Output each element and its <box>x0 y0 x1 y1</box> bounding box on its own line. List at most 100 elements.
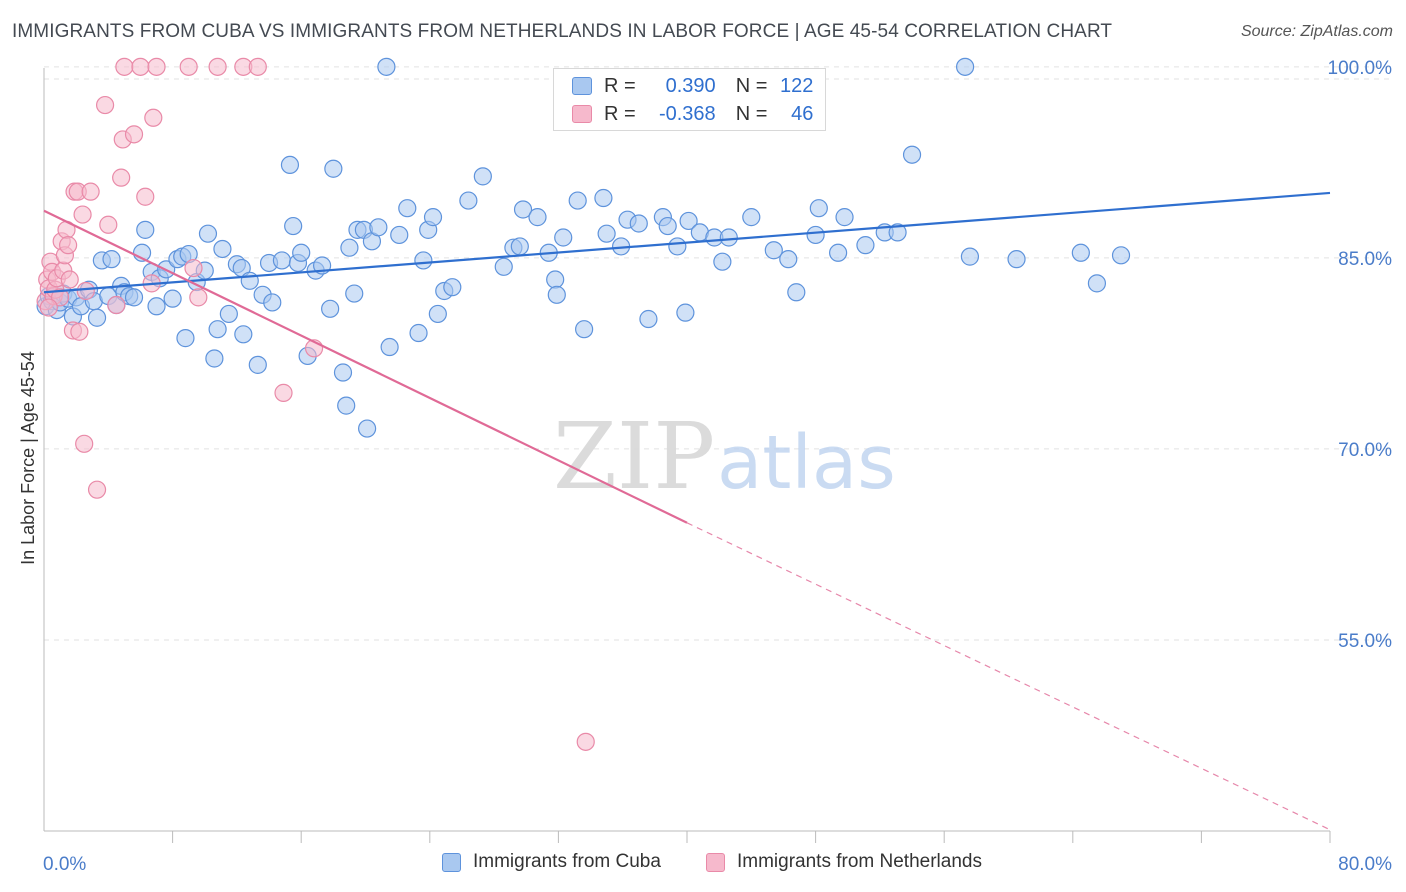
netherlands-point <box>136 187 155 206</box>
netherlands-swatch <box>572 105 592 123</box>
cuba-point <box>888 223 907 242</box>
cuba-point <box>809 199 828 218</box>
cuba-point <box>213 239 232 259</box>
netherlands-point <box>274 383 293 402</box>
cuba-points <box>36 57 1131 438</box>
netherlands-point <box>60 270 79 289</box>
cuba-point <box>594 188 613 208</box>
cuba-point <box>575 320 594 339</box>
cuba-point <box>124 288 144 307</box>
bottom-legend-netherlands-label: Immigrants from Netherlands <box>737 851 982 872</box>
netherlands-point <box>189 288 208 307</box>
cuba-point <box>234 325 253 344</box>
legend-n-label: N = <box>735 74 768 97</box>
netherlands-point <box>76 281 95 301</box>
netherlands-point <box>112 168 131 187</box>
cuba-point <box>324 159 343 178</box>
cuba-point <box>423 208 443 227</box>
cuba-point <box>219 304 238 324</box>
netherlands-point <box>144 108 163 127</box>
netherlands-point <box>131 57 150 76</box>
cuba-point <box>955 57 975 76</box>
y-tick-label: 100.0% <box>1328 58 1393 79</box>
cuba-point <box>554 228 573 247</box>
x-tick-label-max: 80.0% <box>1338 854 1392 875</box>
cuba-point <box>764 241 783 260</box>
cuba-point <box>513 200 533 219</box>
legend-r-label: R = <box>604 102 636 125</box>
bottom-legend-cuba: Immigrants from Cuba <box>442 851 661 873</box>
cuba-point <box>629 214 648 233</box>
cuba-point <box>136 220 155 239</box>
cuba-point <box>358 419 377 438</box>
cuba-point <box>719 228 738 247</box>
netherlands-trend-extension <box>686 522 1331 831</box>
trend-lines <box>43 191 1331 831</box>
cuba-point <box>321 299 340 318</box>
cuba-point <box>473 167 492 186</box>
cuba-point <box>369 218 388 237</box>
netherlands-point <box>87 480 107 499</box>
cuba-point <box>176 329 195 348</box>
y-tick-label: 70.0% <box>1338 440 1392 461</box>
y-tick-labels: 55.0% 70.0% 85.0% 100.0% <box>1328 58 1393 652</box>
cuba-point <box>713 252 732 271</box>
legend-n-label: N = <box>735 102 768 125</box>
netherlands-point <box>248 57 267 76</box>
cuba-trend-line <box>43 191 1331 294</box>
cuba-point <box>779 250 798 269</box>
cuba-point <box>208 320 227 339</box>
cuba-swatch <box>442 852 461 872</box>
cuba-point <box>459 191 478 210</box>
cuba-point <box>284 216 303 236</box>
cuba-point <box>856 236 875 255</box>
netherlands-point <box>107 295 126 315</box>
cuba-point <box>829 243 848 262</box>
legend-n-value-netherlands: 46 <box>791 102 814 125</box>
netherlands-point <box>81 182 100 201</box>
cuba-point <box>87 308 107 327</box>
cuba-point <box>1087 274 1107 293</box>
y-tick-label: 55.0% <box>1338 631 1392 652</box>
legend-row-netherlands: R = -0.368 N = 46 <box>572 100 813 128</box>
netherlands-point <box>75 434 94 453</box>
netherlands-point <box>576 732 595 751</box>
legend-n-value-cuba: 122 <box>780 74 814 97</box>
netherlands-point <box>50 288 70 307</box>
cuba-point <box>377 57 396 76</box>
cuba-point <box>292 243 311 262</box>
legend-row-cuba: R = 0.390 N = 122 <box>572 72 813 100</box>
netherlands-point <box>73 205 92 224</box>
cuba-point <box>835 208 854 227</box>
cuba-point <box>494 257 513 276</box>
cuba-point <box>742 208 761 227</box>
cuba-point <box>147 297 166 316</box>
cuba-point <box>528 208 547 227</box>
cuba-point <box>546 270 565 289</box>
legend-r-label: R = <box>604 74 636 97</box>
cuba-point <box>280 155 300 175</box>
netherlands-point <box>99 215 118 234</box>
bottom-legend-netherlands: Immigrants from Netherlands <box>706 851 982 873</box>
cuba-point <box>902 145 922 164</box>
gridlines <box>44 66 1392 641</box>
cuba-point <box>198 224 218 243</box>
cuba-swatch <box>572 77 592 95</box>
axes <box>43 68 1331 843</box>
netherlands-point <box>59 236 78 255</box>
netherlands-swatch <box>706 852 725 872</box>
netherlands-point <box>208 57 227 76</box>
watermark-atlas: atlas <box>717 420 896 506</box>
cuba-point <box>263 293 282 312</box>
cuba-point <box>1007 250 1026 269</box>
cuba-point <box>380 337 399 357</box>
cuba-point <box>676 303 695 322</box>
cuba-point <box>333 363 353 382</box>
source-credit: Source: ZipAtlas.com <box>1240 23 1393 40</box>
cuba-point <box>1111 246 1131 265</box>
cuba-point <box>568 191 587 210</box>
netherlands-point <box>39 298 58 317</box>
x-tick-label-min: 0.0% <box>43 854 86 875</box>
cuba-point <box>409 323 428 343</box>
